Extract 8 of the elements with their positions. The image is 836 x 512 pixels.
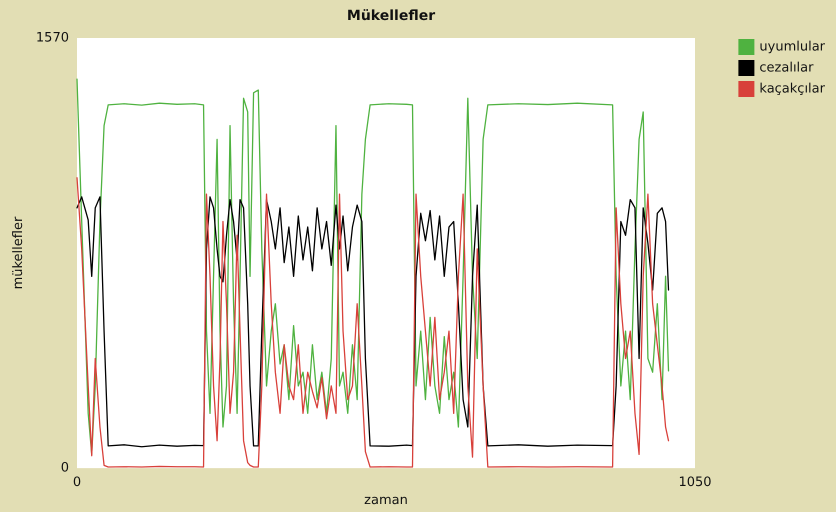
x-tick-label: 1050 — [678, 475, 712, 490]
y-tick-label: 1570 — [36, 30, 69, 46]
legend-label: uyumlular — [759, 40, 826, 54]
legend-label: cezalılar — [759, 60, 814, 76]
x-axis-title: zaman — [364, 493, 408, 508]
y-axis-title: mükellefler — [11, 216, 26, 290]
legend-label: kaçakçılar — [759, 82, 826, 96]
chart-title: Mükellefler — [346, 8, 436, 24]
